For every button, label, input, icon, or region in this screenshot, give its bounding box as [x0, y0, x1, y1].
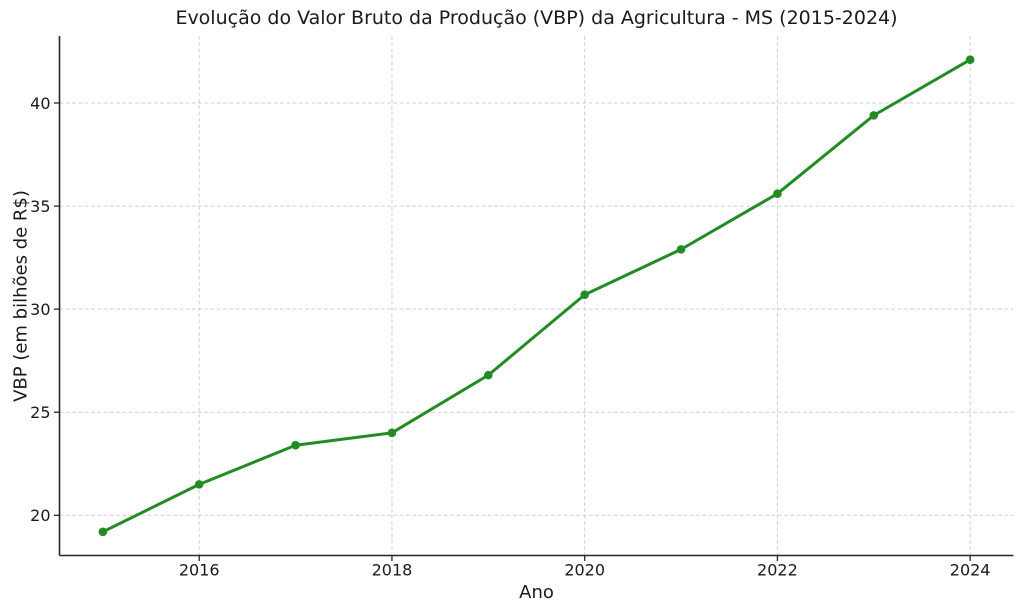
- x-axis-label: Ano: [519, 582, 554, 603]
- vbp-data-point: [580, 290, 589, 300]
- x-tick-label: 2022: [757, 561, 798, 580]
- x-tick-label: 2016: [179, 561, 220, 580]
- y-tick-label: 30: [30, 300, 50, 319]
- y-tick-label: 35: [30, 197, 50, 216]
- x-tick-label: 2018: [372, 561, 413, 580]
- y-axis-label: VBP (em bilhões de R$): [10, 190, 32, 402]
- vbp-series-line: [101, 58, 972, 534]
- y-tick-label: 25: [30, 403, 50, 422]
- y-tick-label: 20: [30, 506, 50, 525]
- vbp-data-point: [98, 527, 108, 537]
- x-tick-label: 2020: [564, 561, 605, 580]
- vbp-data-point: [869, 111, 879, 120]
- x-tick-label: 2024: [950, 561, 991, 580]
- vbp-data-point: [194, 480, 204, 489]
- vbp-data-point: [773, 189, 782, 199]
- vbp-data-point: [387, 428, 397, 438]
- vbp-data-point: [676, 245, 686, 254]
- vbp-data-point: [484, 370, 493, 380]
- y-tick-label: 40: [30, 94, 50, 113]
- vbp-data-point: [965, 55, 975, 65]
- chart-title: Evolução do Valor Bruto da Produção (VBP…: [175, 7, 898, 29]
- vbp-data-point: [291, 440, 300, 450]
